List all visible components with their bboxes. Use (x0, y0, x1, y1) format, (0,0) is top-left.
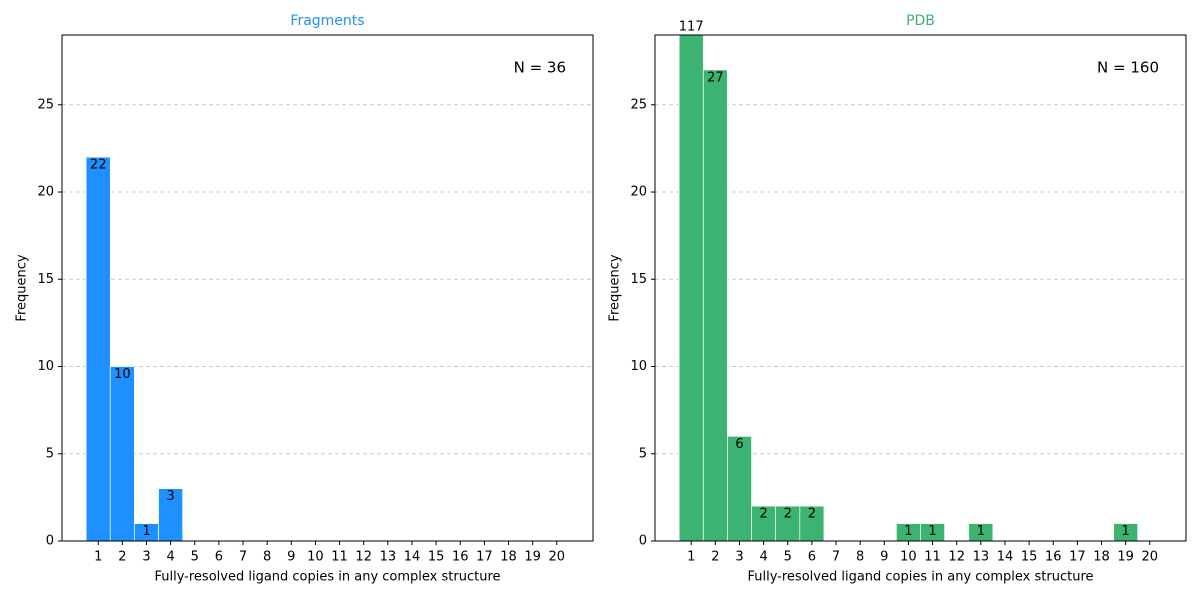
x-tick-label: 4 (759, 550, 767, 565)
x-tick-label: 17 (476, 550, 493, 565)
bar-label: 22 (90, 158, 107, 173)
bar (109, 366, 135, 541)
x-tick-label: 16 (452, 550, 469, 565)
plot-frame (61, 34, 594, 542)
x-tick-label: 4 (166, 550, 174, 565)
x-tick-label: 1 (687, 550, 695, 565)
bars (85, 156, 184, 541)
y-tick-label: 5 (639, 446, 647, 461)
y-tick-label: 25 (37, 97, 54, 112)
annotation: N = 36 (514, 59, 566, 77)
chart-title: PDB (906, 13, 935, 29)
x-tick-label: 6 (808, 550, 816, 565)
x-tick-label: 6 (215, 550, 223, 565)
x-tick-label: 2 (711, 550, 719, 565)
bar (85, 156, 111, 541)
x-tick-label: 9 (287, 550, 295, 565)
plot-frame (654, 34, 1187, 542)
x-tick-label: 18 (500, 550, 517, 565)
x-tick-label: 10 (900, 550, 917, 565)
x-tick-label: 1 (94, 550, 102, 565)
bar-label: 2 (784, 507, 792, 522)
x-tick-label: 19 (524, 550, 541, 565)
x-axis-title: Fully-resolved ligand copies in any comp… (154, 570, 500, 585)
x-tick-label: 12 (948, 550, 965, 565)
y-tick-label: 15 (630, 272, 647, 287)
bar-label: 2 (759, 507, 767, 522)
bar (727, 435, 752, 541)
bar-label: 1 (1122, 524, 1130, 539)
bar (775, 505, 801, 541)
x-tick-label: 11 (331, 550, 348, 565)
y-tick-label: 0 (639, 534, 647, 549)
bar-label: 3 (166, 489, 174, 504)
y-tick-label: 5 (46, 446, 54, 461)
chart-title: Fragments (290, 13, 364, 29)
y-axis-title: Frequency (15, 254, 30, 321)
x-tick-label: 11 (924, 550, 941, 565)
bar-label: 10 (114, 367, 131, 382)
x-tick-label: 13 (973, 550, 990, 565)
bar (678, 35, 704, 541)
x-tick-label: 8 (263, 550, 271, 565)
x-tick-label: 15 (428, 550, 445, 565)
x-tick-label: 19 (1117, 550, 1134, 565)
x-tick-label: 14 (997, 550, 1014, 565)
x-tick-label: 16 (1045, 550, 1062, 565)
y-axis-title: Frequency (608, 254, 623, 321)
x-tick-label: 8 (856, 550, 864, 565)
bar-label: 1 (977, 524, 985, 539)
x-tick-label: 5 (191, 550, 199, 565)
bar-label: 1 (142, 524, 150, 539)
bar (751, 505, 777, 541)
bar (799, 505, 825, 541)
y-tick-label: 10 (37, 359, 54, 374)
x-tick-label: 18 (1093, 550, 1110, 565)
bar (158, 488, 184, 541)
x-tick-label: 20 (1142, 550, 1159, 565)
bar-label: 27 (707, 70, 724, 85)
bar (702, 69, 728, 541)
x-axis-title: Fully-resolved ligand copies in any comp… (747, 570, 1093, 585)
x-tick-label: 20 (549, 550, 566, 565)
y-tick-label: 10 (630, 359, 647, 374)
x-tick-label: 7 (832, 550, 840, 565)
y-tick-label: 25 (630, 97, 647, 112)
annotation: N = 160 (1097, 59, 1159, 77)
bars (678, 35, 1139, 541)
y-tick-label: 20 (630, 185, 647, 200)
bar-label: 2 (808, 507, 816, 522)
x-tick-label: 7 (239, 550, 247, 565)
y-tick-label: 15 (37, 272, 54, 287)
x-tick-label: 3 (142, 550, 150, 565)
x-tick-label: 9 (880, 550, 888, 565)
x-tick-label: 14 (404, 550, 421, 565)
x-tick-label: 3 (735, 550, 743, 565)
x-tick-label: 13 (380, 550, 397, 565)
bar-label: 1 (928, 524, 936, 539)
y-tick-label: 0 (46, 534, 54, 549)
x-tick-label: 10 (307, 550, 324, 565)
x-tick-label: 12 (355, 550, 372, 565)
x-tick-label: 17 (1069, 550, 1086, 565)
x-tick-label: 15 (1021, 550, 1038, 565)
bar-label: 1 (904, 524, 912, 539)
bar-label: 117 (679, 20, 704, 35)
y-tick-label: 20 (37, 185, 54, 200)
x-tick-label: 2 (118, 550, 126, 565)
bar-label: 6 (735, 437, 743, 452)
x-tick-label: 5 (784, 550, 792, 565)
